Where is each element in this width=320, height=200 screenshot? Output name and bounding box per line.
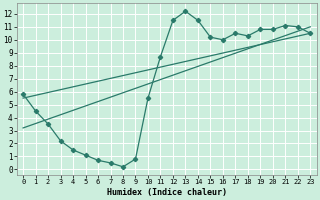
X-axis label: Humidex (Indice chaleur): Humidex (Indice chaleur) (107, 188, 227, 197)
